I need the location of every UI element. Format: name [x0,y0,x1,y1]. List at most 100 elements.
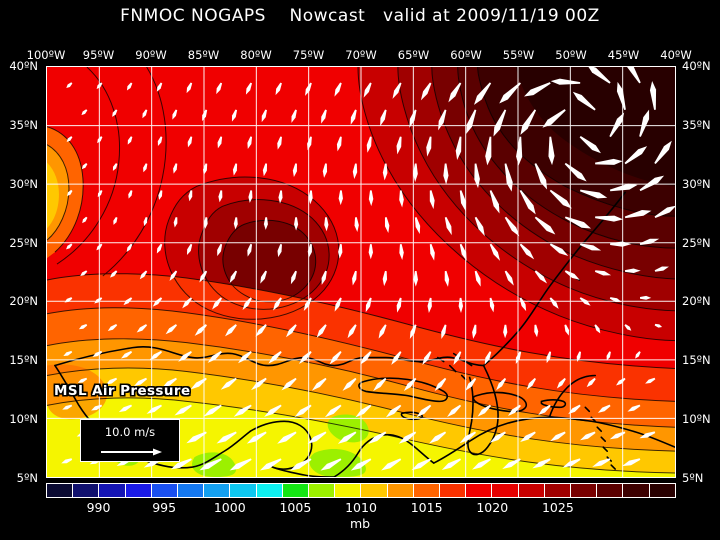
wind-arrow [277,243,282,258]
wind-arrow [392,82,402,99]
lon-tick-label: 45ºW [607,48,640,62]
wind-arrow [307,244,312,258]
lon-tick-label: 95ºW [82,48,115,62]
wind-arrow [112,163,118,171]
wind-arrow [187,136,193,148]
wind-arrow [225,324,237,337]
wind-arrow [337,431,357,444]
wind-arrow [290,458,312,471]
colorbar-swatch [387,484,414,497]
wind-arrow [639,431,656,439]
wind-arrow [81,162,88,170]
lat-tick-label-left: 25ºN [9,235,38,250]
lon-tick-label: 100ºW [26,48,66,62]
wind-arrow [275,82,282,96]
wind-arrow [398,431,417,444]
wind-arrow [97,189,103,198]
wind-arrow [443,163,449,185]
wind-arrow [526,377,536,390]
wind-arrow [212,297,222,310]
wind-arrow [97,136,103,144]
wind-arrow [242,297,252,310]
wind-arrow [466,109,477,134]
wind-arrow [173,217,178,228]
wind-arrow [368,244,373,260]
wind-arrow [477,404,492,417]
wind-arrow [639,109,650,137]
wind-arrow [329,351,342,365]
wind-arrow [262,163,268,177]
wind-arrow [534,270,548,284]
wind-arrow [350,109,357,125]
colorbar-swatch [440,484,467,497]
wind-arrow [572,91,596,111]
wind-arrow [127,136,133,145]
wind-arrow [496,377,507,391]
wind-arrow [165,324,178,335]
wind-arrow [609,183,638,192]
wind-arrow [378,324,387,339]
wind-arrow [218,190,223,203]
colorbar-swatch [309,484,336,497]
wind-arrow [459,431,477,444]
wind-arrow [568,404,581,415]
wind-arrow [594,324,601,334]
lon-tick-label: 60ºW [450,48,482,62]
colorbar [46,483,676,498]
wind-arrow [186,243,193,256]
colorbar-swatch [125,484,152,497]
wind-arrow [654,266,669,272]
lat-tick-label-right: 10ºN [682,412,711,427]
lon-tick-label: 75ºW [292,48,325,62]
colorbar-swatch [178,484,205,497]
wind-scale-value: 10.0 m/s [104,425,156,439]
wind-arrow [321,109,327,124]
wind-arrow [112,109,118,117]
colorbar-tick-label: 990 [86,500,111,515]
wind-arrow [639,175,665,192]
wind-arrow [504,216,520,237]
wind-arrow [579,297,591,306]
wind-arrow [126,82,133,91]
wind-scale-box: 10.0 m/s [80,419,180,462]
wind-arrow [588,67,611,84]
wind-arrow [504,163,513,192]
wind-arrow [278,190,283,204]
wind-arrow [489,431,506,443]
wind-arrow [247,136,253,149]
wind-arrow [624,210,652,219]
wind-arrow [172,109,178,120]
wind-arrow [202,109,208,122]
wind-arrow [381,458,402,471]
wind-arrow [458,297,463,313]
wind-arrow [290,270,297,285]
wind-arrow [549,243,569,257]
wind-arrow [447,404,462,418]
wind-arrow [186,431,207,444]
lat-tick-label-right: 20ºN [682,294,711,309]
wind-arrow [303,297,312,312]
colorbar-swatch [623,484,650,497]
map-plot-area[interactable] [46,66,676,478]
colorbar-swatch [518,484,545,497]
wind-arrow [273,297,282,311]
wind-arrow [170,458,192,470]
wind-arrow [515,351,522,365]
wind-arrow [80,270,88,276]
wind-arrow [268,350,282,364]
wind-arrow [324,217,329,232]
wind-arrow [342,377,357,391]
wind-arrow [207,350,222,363]
wind-arrow [519,243,535,260]
right-arrow-icon [101,448,162,456]
wind-arrow [334,82,342,97]
wind-arrow [625,268,641,273]
wind-arrow [606,351,611,361]
wind-arrow [516,136,523,166]
wind-arrow [412,163,418,183]
wind-arrow [365,297,372,313]
wind-arrow [654,140,672,165]
wind-arrow [231,109,238,122]
wind-arrow [322,163,328,178]
wind-arrow [503,324,508,339]
